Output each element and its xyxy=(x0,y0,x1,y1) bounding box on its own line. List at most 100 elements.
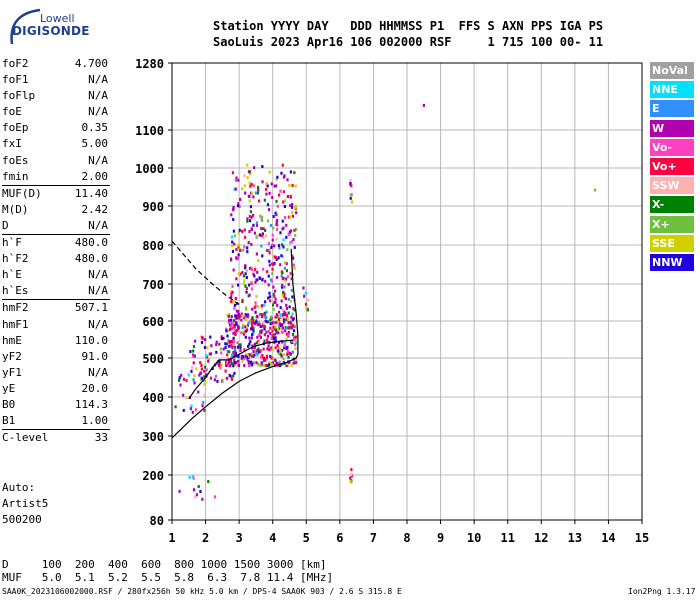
echo-point xyxy=(272,215,275,219)
echo-point xyxy=(201,404,204,408)
auto-line2: Artist5 xyxy=(2,497,49,510)
param-label: hmF1 xyxy=(2,317,29,331)
echo-point xyxy=(267,283,270,287)
echo-point xyxy=(228,313,231,317)
echo-point xyxy=(270,356,273,360)
echo-point xyxy=(254,304,257,308)
echo-point xyxy=(257,362,260,366)
echo-point xyxy=(225,376,228,380)
echo-point xyxy=(264,300,267,304)
echo-point xyxy=(248,342,251,346)
y-tick-label: 1000 xyxy=(135,162,164,176)
echo-point xyxy=(290,323,293,327)
echo-point xyxy=(220,351,223,355)
echo-point xyxy=(268,251,271,255)
echo-point xyxy=(284,277,288,281)
echo-point xyxy=(260,313,263,317)
echo-point xyxy=(232,331,235,335)
echo-point xyxy=(205,368,208,372)
echo-point xyxy=(252,184,255,188)
echo-point xyxy=(255,341,258,345)
echo-point xyxy=(255,221,258,225)
echo-point xyxy=(256,353,259,357)
echo-point xyxy=(261,324,265,328)
param-row: h`F2 480.0 xyxy=(2,251,110,267)
param-value: N/A xyxy=(88,153,108,167)
echo-point xyxy=(276,361,279,365)
auto-scaling-info: Auto: Artist5 500200 xyxy=(2,480,48,528)
echo-point xyxy=(293,336,296,340)
echo-point xyxy=(269,318,272,322)
echo-point xyxy=(295,358,298,362)
echo-point xyxy=(217,360,220,364)
echo-point xyxy=(200,367,203,371)
echo-point xyxy=(280,323,283,327)
echo-point xyxy=(248,181,251,185)
echo-point xyxy=(191,365,194,369)
echo-point xyxy=(260,329,263,333)
header-labels: Station YYYY DAY DDD HHMMSS P1 FFS S AXN… xyxy=(213,19,604,33)
echo-point xyxy=(276,303,279,307)
echo-point xyxy=(234,187,237,191)
echo-point xyxy=(269,295,272,299)
echo-point xyxy=(349,193,353,197)
echo-point xyxy=(230,344,233,348)
x-tick-label: 4 xyxy=(269,531,276,545)
echo-point xyxy=(280,171,283,175)
echo-point xyxy=(250,287,253,291)
echo-point xyxy=(239,248,242,252)
echo-point xyxy=(285,306,289,310)
param-value: 480.0 xyxy=(74,252,108,266)
echo-point xyxy=(245,287,248,291)
echo-point xyxy=(349,196,352,200)
param-value: 110.0 xyxy=(74,333,108,347)
echo-point xyxy=(271,348,274,352)
param-row: foFlp N/A xyxy=(2,88,110,104)
echo-point xyxy=(293,266,296,270)
echo-point xyxy=(266,219,270,223)
echo-point xyxy=(281,163,284,167)
echo-point xyxy=(294,233,297,237)
echo-point xyxy=(225,327,228,331)
echo-point xyxy=(271,196,274,200)
echo-point xyxy=(273,244,276,248)
echo-point xyxy=(285,326,288,330)
echo-point xyxy=(237,324,240,328)
echo-point xyxy=(234,314,237,318)
echo-point xyxy=(292,329,296,333)
echo-point xyxy=(242,316,246,320)
echo-point xyxy=(243,184,247,188)
legend-item: E xyxy=(650,100,694,118)
param-row: h`Es N/A xyxy=(2,283,110,299)
logo-line2: DIGISONDE xyxy=(12,24,90,38)
echo-point xyxy=(271,356,275,360)
echo-point xyxy=(256,270,259,274)
echo-point xyxy=(240,318,243,322)
echo-point xyxy=(274,211,277,215)
echo-point xyxy=(281,255,284,259)
echo-point xyxy=(249,172,252,176)
echo-point xyxy=(285,347,288,351)
echo-point xyxy=(252,332,255,336)
echo-point xyxy=(197,390,200,394)
echo-point xyxy=(247,354,251,358)
echo-point xyxy=(203,382,206,386)
echo-point xyxy=(252,321,256,325)
echo-point xyxy=(231,345,234,349)
echo-point xyxy=(248,363,251,367)
echo-point xyxy=(216,379,219,383)
echo-point xyxy=(270,321,274,325)
echo-point xyxy=(283,318,286,322)
echo-point xyxy=(287,330,290,334)
echo-point xyxy=(236,283,240,287)
param-row: yF1 N/A xyxy=(2,365,110,381)
echo-point xyxy=(244,354,247,358)
echo-point xyxy=(245,314,248,318)
echo-point xyxy=(287,355,290,359)
echo-point xyxy=(230,325,233,329)
echo-point xyxy=(278,347,282,351)
echo-point xyxy=(231,321,234,325)
echo-point xyxy=(237,201,240,205)
echo-point xyxy=(228,376,231,380)
echo-point xyxy=(277,331,280,335)
